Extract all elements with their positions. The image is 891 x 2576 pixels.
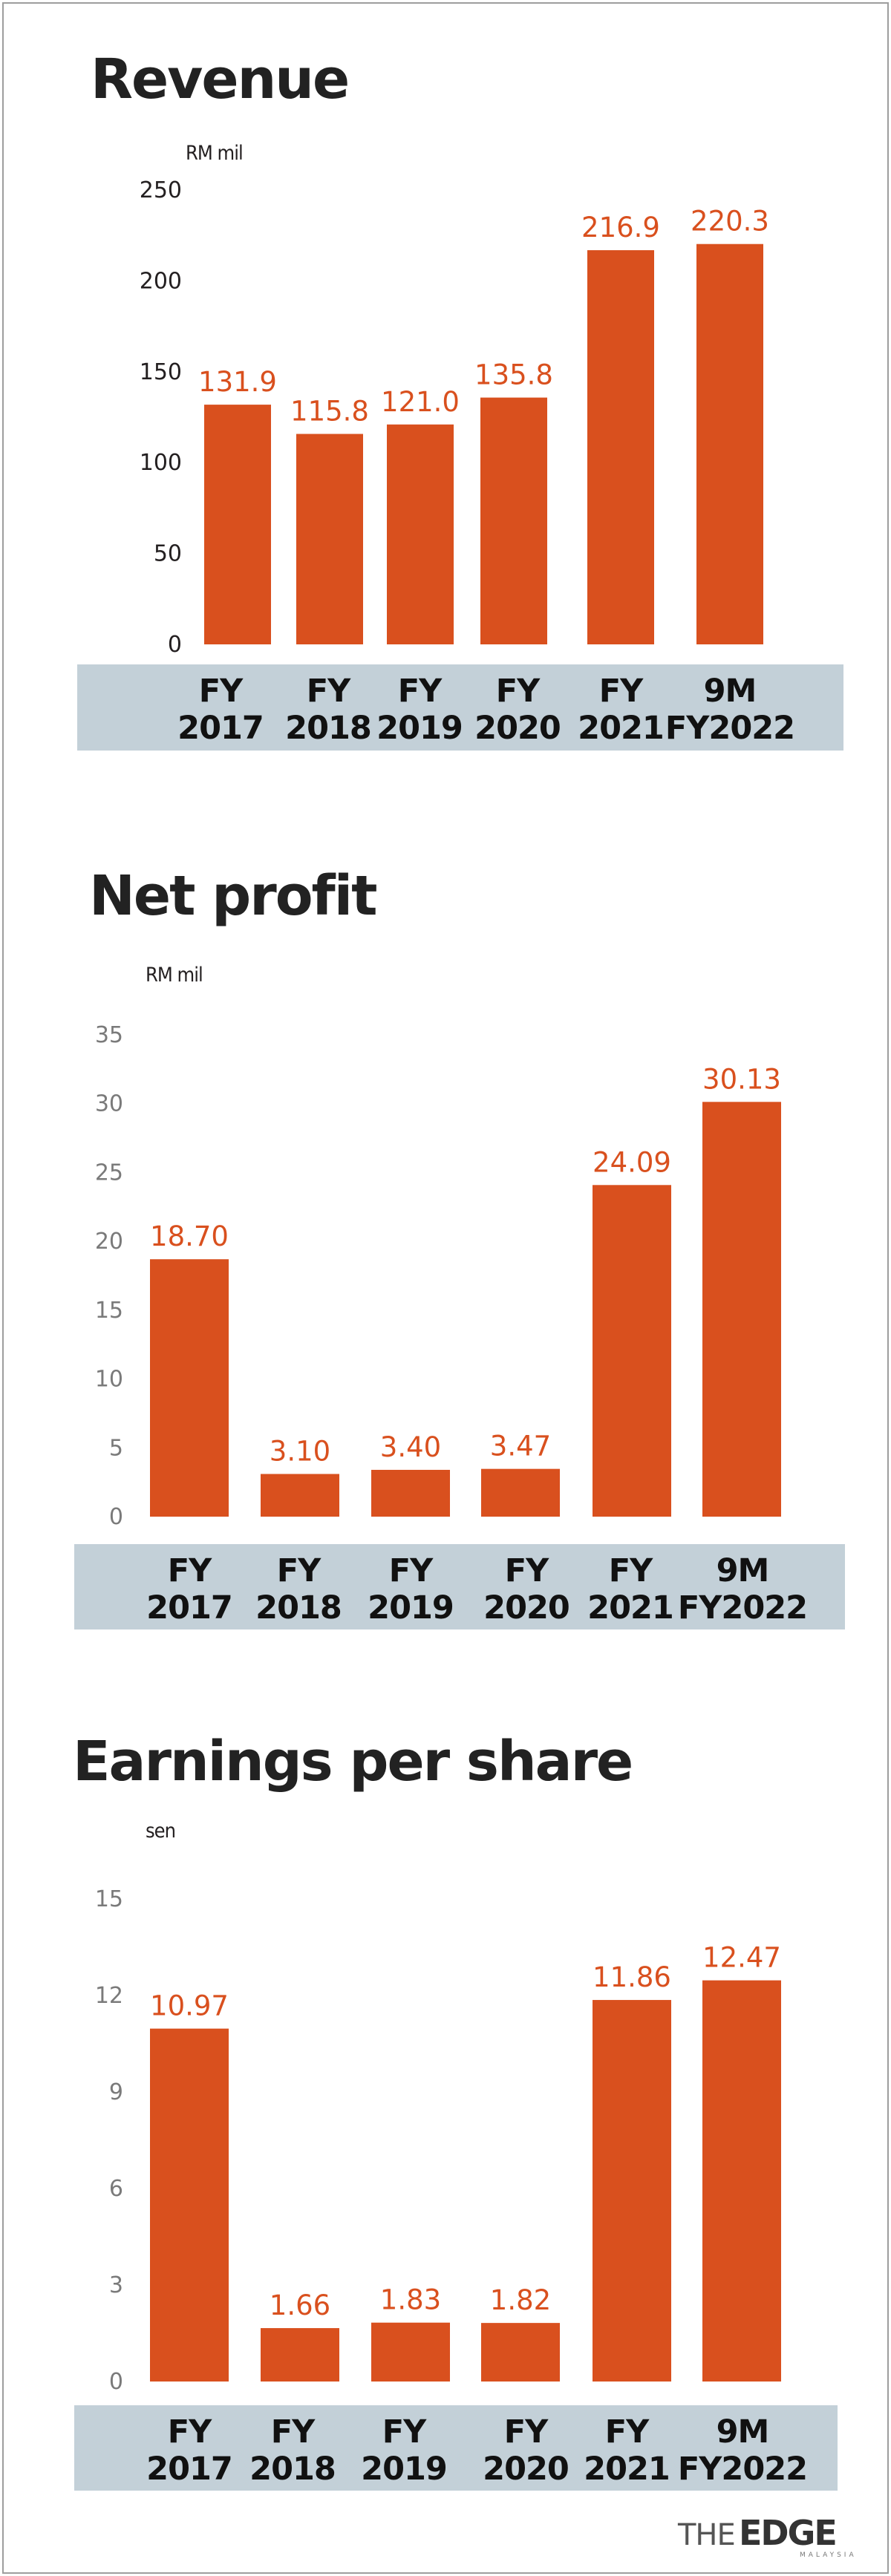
logo-name: EDGE bbox=[739, 2513, 836, 2553]
logo-prefix: THE bbox=[677, 2518, 735, 2552]
bar bbox=[702, 1980, 781, 2382]
category-label: FY 2021 bbox=[578, 673, 664, 747]
y-tick-label: 35 bbox=[95, 1022, 123, 1048]
category-label: 9M FY2022 bbox=[665, 673, 794, 747]
category-label: FY 2021 bbox=[587, 1552, 673, 1627]
eps-chart: Earnings per share sen 0 3 6 9 12 15 10.97 1.66 1.… bbox=[73, 1730, 838, 2491]
category-band bbox=[74, 1544, 845, 1629]
y-tick-label: 200 bbox=[140, 268, 182, 294]
bar bbox=[150, 1259, 229, 1517]
category-label: FY 2020 bbox=[483, 2413, 569, 2488]
data-label: 1.82 bbox=[490, 2284, 551, 2316]
net-profit-chart-panel: Net profit RM mil 0 5 10 15 20 25 30 35 18.70 3.10 3… bbox=[0, 824, 891, 1629]
bar bbox=[387, 424, 454, 644]
y-tick-label: 12 bbox=[95, 1983, 123, 2009]
category-label: FY 2018 bbox=[249, 2413, 336, 2488]
y-tick-label: 20 bbox=[95, 1229, 123, 1255]
y-tick-label: 3 bbox=[109, 2272, 123, 2298]
data-label: 115.8 bbox=[290, 396, 369, 428]
category-band bbox=[74, 2405, 838, 2491]
category-label: FY 2019 bbox=[368, 1552, 454, 1627]
data-label: 11.86 bbox=[593, 1961, 671, 1993]
y-axis-unit-label: RM mil bbox=[146, 964, 203, 987]
bar bbox=[261, 2328, 339, 2382]
y-tick-label: 0 bbox=[109, 1504, 123, 1530]
bar bbox=[593, 2000, 671, 2382]
net-profit-chart: Net profit RM mil 0 5 10 15 20 25 30 35 18.70 3.10 3… bbox=[74, 864, 845, 1629]
bar bbox=[481, 1468, 560, 1517]
bar bbox=[150, 2028, 229, 2382]
data-label: 135.8 bbox=[474, 359, 553, 391]
logo-subtitle: MALAYSIA bbox=[800, 2552, 857, 2559]
the-edge-logo: THE EDGE MALAYSIA bbox=[677, 2513, 857, 2559]
y-tick-label: 10 bbox=[95, 1367, 123, 1393]
y-tick-label: 15 bbox=[95, 1298, 123, 1324]
y-axis-unit-label: RM mil bbox=[186, 142, 243, 165]
data-label: 131.9 bbox=[198, 366, 277, 398]
revenue-chart-panel: Revenue RM mil 0 50 100 150 200 250 131.9 115.8 12… bbox=[0, 0, 891, 751]
data-label: 3.47 bbox=[490, 1431, 551, 1462]
y-tick-label: 30 bbox=[95, 1091, 123, 1117]
category-label: FY 2020 bbox=[474, 673, 561, 747]
data-label: 3.10 bbox=[270, 1436, 330, 1468]
y-tick-label: 25 bbox=[95, 1160, 123, 1186]
data-label: 3.40 bbox=[380, 1431, 441, 1463]
bar bbox=[480, 397, 547, 644]
eps-chart-panel: Earnings per share sen 0 3 6 9 12 15 10.97 1.66 1.… bbox=[0, 1707, 891, 2491]
data-label: 30.13 bbox=[702, 1063, 781, 1095]
category-band bbox=[77, 664, 843, 751]
category-label: FY 2017 bbox=[177, 673, 264, 747]
revenue-chart: Revenue RM mil 0 50 100 150 200 250 131.9 115.8 12… bbox=[77, 48, 843, 751]
y-tick-label: 6 bbox=[109, 2176, 123, 2202]
bar bbox=[204, 405, 271, 644]
y-tick-label: 250 bbox=[140, 177, 182, 203]
bar bbox=[481, 2323, 560, 2382]
bar bbox=[261, 1474, 339, 1517]
chart-title: Net profit bbox=[89, 864, 376, 928]
category-label: 9M FY2022 bbox=[678, 2413, 807, 2488]
y-tick-label: 100 bbox=[140, 450, 182, 476]
category-label: FY 2019 bbox=[361, 2413, 447, 2488]
data-label: 10.97 bbox=[150, 1990, 229, 2022]
data-label: 24.09 bbox=[593, 1146, 671, 1178]
y-tick-label: 0 bbox=[109, 2369, 123, 2395]
category-label: FY 2017 bbox=[146, 2413, 232, 2488]
data-label: 216.9 bbox=[581, 212, 660, 243]
category-label: FY 2021 bbox=[584, 2413, 670, 2488]
chart-title: Earnings per share bbox=[73, 1730, 632, 1794]
y-tick-label: 15 bbox=[95, 1886, 123, 1912]
data-label: 121.0 bbox=[381, 386, 460, 418]
bar bbox=[296, 434, 363, 644]
category-label: FY 2018 bbox=[255, 1552, 342, 1627]
data-label: 18.70 bbox=[150, 1220, 229, 1252]
y-tick-label: 50 bbox=[154, 541, 182, 567]
bar bbox=[593, 1185, 671, 1517]
category-label: FY 2018 bbox=[285, 673, 371, 747]
bar bbox=[371, 2322, 450, 2382]
chart-title: Revenue bbox=[91, 48, 348, 111]
y-axis-unit-label: sen bbox=[146, 1820, 175, 1843]
bar bbox=[696, 243, 763, 645]
category-label: FY 2020 bbox=[483, 1552, 569, 1627]
data-label: 1.83 bbox=[380, 2284, 441, 2316]
category-label: FY 2017 bbox=[146, 1552, 232, 1627]
y-tick-label: 9 bbox=[109, 2079, 123, 2105]
category-label: 9M FY2022 bbox=[678, 1552, 807, 1627]
bar bbox=[702, 1102, 781, 1517]
data-label: 12.47 bbox=[702, 1942, 781, 1974]
y-tick-label: 0 bbox=[168, 632, 182, 658]
y-tick-label: 150 bbox=[140, 359, 182, 385]
category-label: FY 2019 bbox=[376, 673, 463, 747]
bar bbox=[371, 1469, 450, 1517]
data-label: 220.3 bbox=[691, 206, 769, 238]
data-label: 1.66 bbox=[270, 2289, 330, 2321]
y-tick-label: 5 bbox=[109, 1435, 123, 1461]
bar bbox=[587, 250, 654, 644]
